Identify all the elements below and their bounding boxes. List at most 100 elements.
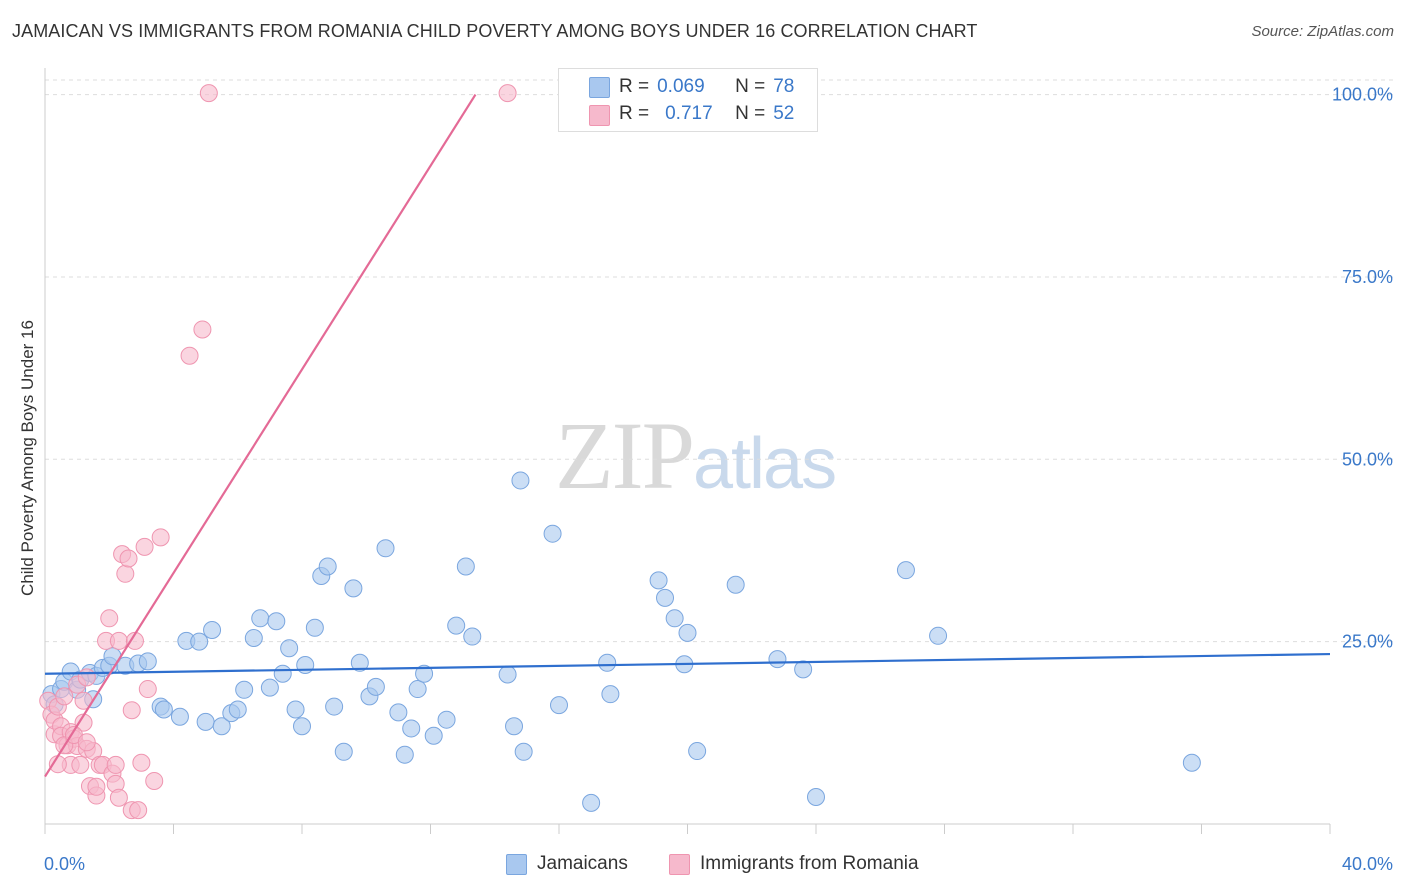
romania-point: [71, 755, 90, 774]
romania-point: [193, 320, 212, 339]
jamaican-point: [408, 680, 427, 699]
jamaican-point: [235, 680, 254, 699]
jamaican-point: [305, 618, 324, 637]
jamaican-point: [196, 712, 215, 731]
jamaican-trend-line: [44, 652, 1331, 675]
jamaican-point: [929, 626, 948, 645]
chart-title: JAMAICAN VS IMMIGRANTS FROM ROMANIA CHIL…: [12, 21, 978, 41]
jamaican-point: [260, 678, 279, 697]
jamaican-point: [794, 660, 813, 679]
jamaican-point: [498, 665, 517, 684]
jamaican-point: [350, 653, 369, 672]
correlation-legend: R = 0.069 N = 78 R = 0.717 N = 52: [558, 68, 818, 132]
romania-point: [116, 564, 135, 583]
romania-point: [87, 777, 106, 796]
jamaican-point: [376, 539, 395, 558]
legend-swatch-romania: [589, 105, 610, 126]
romania-point: [135, 537, 154, 556]
legend-row-jamaicans: R = 0.069 N = 78: [619, 75, 794, 99]
jamaican-point: [203, 620, 222, 639]
legend-r-label: R =: [619, 76, 650, 97]
legend-r-value: 0.717: [665, 103, 713, 124]
jamaican-point: [344, 579, 363, 598]
romania-point: [498, 84, 517, 103]
jamaican-point: [656, 588, 675, 607]
romania-point: [106, 755, 125, 774]
jamaican-point: [807, 788, 825, 807]
jamaican-point: [768, 650, 787, 669]
jamaican-point: [228, 700, 247, 719]
jamaican-point: [437, 710, 456, 729]
jamaican-point: [649, 571, 668, 590]
jamaican-point: [318, 557, 337, 576]
y-tick-label: 50.0%: [1342, 449, 1393, 469]
romania-point: [77, 733, 96, 752]
jamaican-point: [244, 629, 263, 647]
jamaican-point: [402, 719, 421, 738]
romania-point: [109, 631, 128, 650]
y-tick-label: 100.0%: [1332, 85, 1393, 105]
jamaican-point: [267, 612, 286, 631]
legend-n-label: N =: [735, 76, 766, 97]
romania-point: [77, 668, 96, 687]
jamaican-point: [415, 664, 434, 683]
jamaican-point: [251, 609, 270, 628]
romania-point: [145, 771, 164, 790]
jamaican-point: [678, 623, 697, 642]
jamaican-point: [665, 609, 684, 628]
jamaican-point: [456, 557, 475, 576]
jamaican-point: [293, 717, 311, 736]
romania-point: [138, 680, 157, 699]
legend-swatch-jamaicans: [589, 77, 610, 98]
romania-point: [55, 687, 74, 706]
jamaican-point: [138, 652, 157, 671]
romania-trend-line: [44, 94, 477, 778]
jamaican-point: [505, 717, 524, 736]
jamaican-point: [424, 726, 443, 745]
bottom-legend-swatch-romania: [669, 853, 690, 875]
watermark: ZIPatlas: [555, 400, 837, 511]
jamaican-point: [389, 703, 408, 722]
legend-n-value: 78: [773, 76, 795, 97]
romania-point: [151, 528, 170, 547]
romania-point: [180, 346, 199, 365]
romania-point: [132, 753, 151, 772]
jamaican-point: [170, 707, 189, 726]
jamaican-point: [514, 742, 533, 761]
bottom-legend-label-jamaicans: Jamaicans: [537, 853, 628, 874]
jamaican-point: [688, 742, 707, 761]
x-tick-label: 0.0%: [44, 854, 85, 874]
jamaican-point: [582, 793, 601, 812]
bottom-legend-swatch-jamaicans: [506, 853, 527, 875]
jamaican-point: [325, 697, 344, 716]
jamaican-point: [273, 664, 292, 683]
jamaican-point: [550, 696, 568, 715]
watermark-zip: ZIP: [555, 402, 695, 509]
legend-n-label: N =: [735, 103, 766, 124]
jamaican-point: [154, 700, 173, 719]
jamaican-point: [896, 561, 915, 580]
jamaican-point: [395, 745, 414, 764]
jamaican-point: [366, 677, 385, 696]
legend-r-label: R =: [619, 103, 650, 124]
watermark-atlas: atlas: [693, 424, 837, 504]
romania-point: [129, 801, 148, 820]
legend-n-value: 52: [773, 103, 795, 124]
romania-point: [100, 609, 119, 628]
jamaican-point: [543, 524, 562, 543]
bottom-legend-jamaicans: Jamaicans: [506, 852, 628, 876]
jamaican-point: [280, 639, 299, 658]
jamaican-point: [190, 632, 209, 651]
jamaican-point: [726, 575, 745, 594]
jamaican-point: [511, 471, 530, 490]
jamaican-point: [463, 627, 482, 646]
romania-point: [122, 701, 141, 720]
jamaican-point: [334, 742, 353, 761]
bottom-legend-label-romania: Immigrants from Romania: [700, 853, 919, 874]
jamaican-point: [447, 616, 466, 635]
romania-point: [119, 549, 138, 568]
jamaican-point: [212, 717, 231, 736]
jamaican-point: [1182, 753, 1201, 772]
jamaican-point: [598, 653, 617, 672]
